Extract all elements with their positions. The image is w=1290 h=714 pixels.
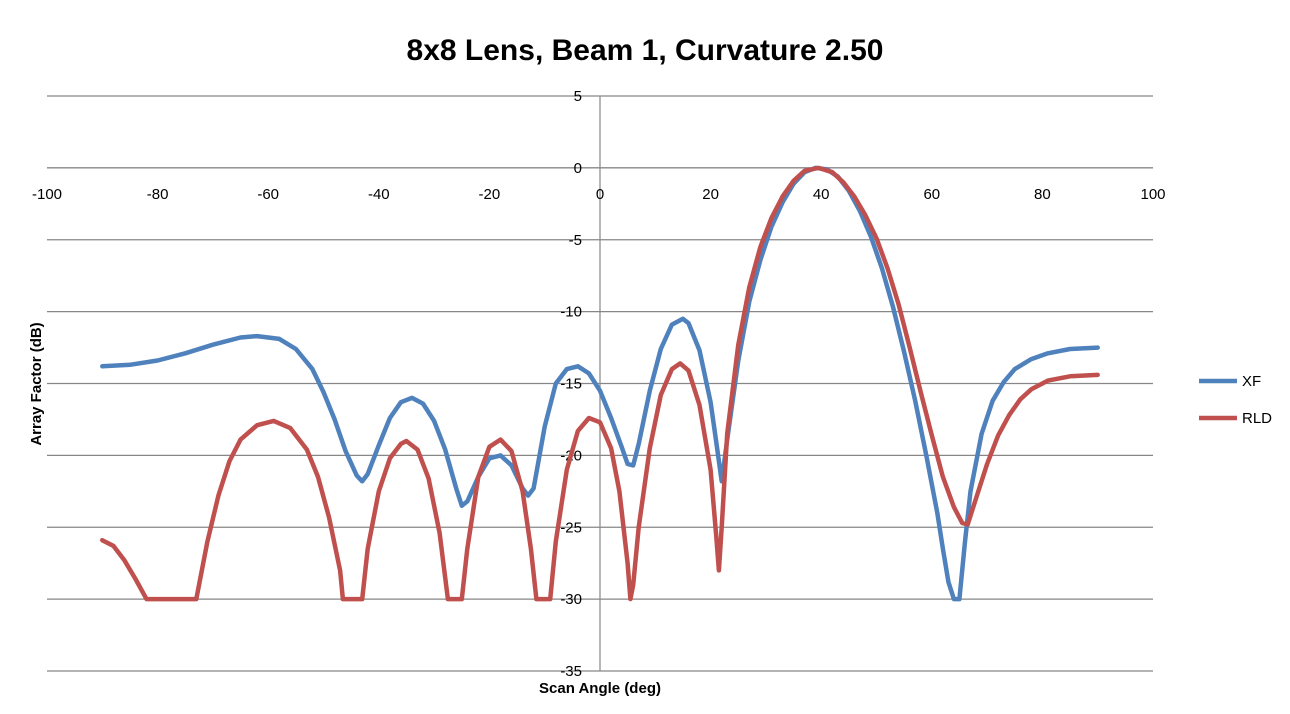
axes [47, 96, 1153, 671]
legend-label-rld: RLD [1242, 410, 1272, 427]
y-tick-label: -10 [560, 304, 582, 321]
y-tick-label: -30 [560, 591, 582, 608]
x-tick-label: 60 [923, 186, 940, 203]
y-tick-labels: 50-5-10-15-20-25-30-35 [560, 88, 582, 680]
x-tick-label: 0 [596, 186, 604, 203]
x-tick-label: -100 [32, 186, 62, 203]
legend-label-xf: XF [1242, 373, 1261, 390]
x-tick-label: 20 [702, 186, 719, 203]
x-tick-label: -80 [147, 186, 169, 203]
y-tick-label: -15 [560, 376, 582, 393]
chart-title: 8x8 Lens, Beam 1, Curvature 2.50 [407, 34, 884, 67]
x-tick-label: -40 [368, 186, 390, 203]
y-tick-label: 0 [574, 160, 582, 177]
x-tick-label: 40 [813, 186, 830, 203]
y-tick-label: -35 [560, 663, 582, 680]
x-tick-label: 100 [1140, 186, 1165, 203]
legend: XF RLD [1199, 373, 1272, 427]
x-axis-label: Scan Angle (deg) [539, 680, 661, 697]
plot-series [100, 165, 1100, 602]
y-axis-label: Array Factor (dB) [28, 322, 45, 445]
y-tick-label: 5 [574, 88, 582, 105]
y-tick-label: -25 [560, 519, 582, 536]
x-tick-labels: -100 -80 -60 -40 -20 0 20 40 60 80 100 [32, 186, 1166, 203]
x-tick-label: -20 [479, 186, 501, 203]
x-tick-label: 80 [1034, 186, 1051, 203]
y-tick-label: -5 [569, 232, 582, 249]
series-line-rld [100, 165, 1100, 602]
series-line-xf [100, 165, 1100, 602]
x-tick-label: -60 [257, 186, 279, 203]
